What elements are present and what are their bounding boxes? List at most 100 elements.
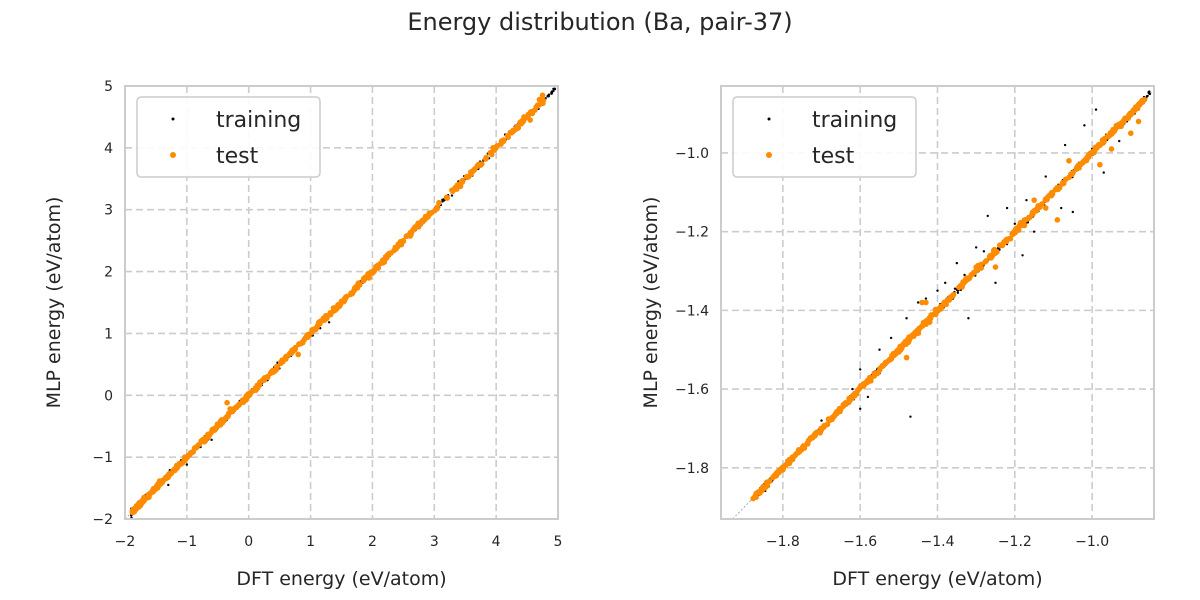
data-point-test — [1031, 197, 1037, 203]
data-point-training — [916, 301, 920, 304]
legend-label-training: training — [216, 108, 301, 133]
data-point-training — [550, 90, 554, 93]
y-tick-label: 4 — [104, 141, 113, 157]
data-point-test — [1116, 122, 1123, 129]
x-tick-label: 2 — [368, 534, 377, 550]
y-tick-label: −1 — [92, 450, 113, 466]
data-point-test — [313, 325, 320, 332]
data-point-test — [916, 326, 922, 332]
data-point-training — [994, 281, 997, 285]
series-test — [129, 92, 547, 516]
data-point-training — [858, 407, 862, 410]
data-point-test — [857, 383, 864, 389]
data-point-test — [443, 194, 450, 201]
data-point-test — [261, 377, 268, 383]
data-point-test — [131, 507, 138, 514]
data-point-test — [775, 467, 782, 474]
x-tick-label: −1 — [177, 534, 198, 550]
legend-label-test: test — [812, 144, 855, 169]
data-point-test — [758, 488, 765, 494]
data-point-training — [450, 194, 454, 197]
y-axis-label: MLP energy (eV/atom) — [43, 197, 65, 409]
legend: training test — [136, 96, 321, 178]
data-point-test — [1100, 140, 1106, 146]
data-point-test — [888, 355, 895, 362]
figure-title: Energy distribution (Ba, pair-37) — [407, 8, 793, 36]
data-point-test — [1042, 205, 1049, 211]
data-point-test — [224, 399, 230, 406]
data-point-test — [780, 464, 786, 470]
data-point-training — [936, 289, 939, 292]
data-point-test — [851, 393, 857, 399]
data-point-training — [1044, 175, 1047, 178]
legend-box — [732, 96, 917, 178]
data-point-test — [415, 222, 421, 229]
data-point-training — [858, 368, 862, 371]
data-point-test — [764, 482, 770, 489]
data-point-test — [159, 478, 165, 485]
data-point-test — [1012, 228, 1018, 235]
y-tick-label: 2 — [104, 265, 113, 281]
data-point-test — [533, 104, 540, 110]
data-point-training — [1060, 206, 1063, 210]
data-point-training — [851, 387, 854, 391]
data-point-test — [1134, 105, 1141, 112]
data-point-test — [436, 199, 442, 206]
data-point-test — [199, 438, 206, 444]
data-point-test — [383, 255, 390, 261]
legend-marker-training — [767, 117, 771, 121]
data-point-training — [1021, 254, 1024, 257]
data-point-training — [1025, 198, 1028, 202]
data-point-test — [392, 245, 399, 251]
y-tick-label: −1.8 — [675, 461, 709, 477]
data-point-test — [403, 233, 410, 240]
data-point-test — [256, 382, 262, 388]
y-axis-label: MLP energy (eV/atom) — [640, 197, 662, 409]
data-point-test — [205, 433, 212, 439]
data-point-test — [770, 474, 776, 481]
y-tick-label: −1.6 — [675, 382, 709, 398]
x-tick-label: −1.4 — [921, 534, 955, 550]
data-point-test — [419, 219, 425, 225]
data-point-training — [1071, 210, 1075, 214]
data-point-training — [909, 415, 912, 418]
data-point-test — [1105, 133, 1111, 140]
data-point-test — [513, 126, 519, 132]
data-point-test — [814, 429, 820, 435]
data-point-training — [550, 92, 553, 95]
data-point-test — [193, 445, 199, 451]
y-tick-label: 1 — [104, 326, 113, 342]
data-point-training — [210, 438, 213, 442]
data-point-test — [801, 445, 808, 451]
data-point-test — [239, 397, 246, 404]
data-point-training — [963, 273, 966, 277]
data-point-test — [1110, 128, 1116, 135]
data-point-test — [400, 238, 407, 245]
data-point-test — [1066, 157, 1072, 164]
subplot-2: −1.8 −1.6 −1.4 −1.2 −1.0 −1.8 −1.6 −1.4 −1.2 −1.0… — [640, 85, 1155, 590]
data-point-test — [187, 451, 193, 458]
data-point-test — [279, 359, 286, 365]
y-tick-label: −1.0 — [675, 146, 709, 162]
data-point-test — [911, 333, 917, 339]
data-point-test — [164, 473, 171, 479]
data-point-test — [1025, 215, 1032, 222]
data-point-test — [463, 174, 470, 180]
x-tick-label: 1 — [306, 534, 315, 550]
legend-label-training: training — [812, 108, 897, 133]
data-point-test — [818, 425, 824, 432]
data-point-test — [1059, 180, 1066, 187]
data-point-test — [795, 447, 802, 453]
data-point-training — [953, 287, 957, 290]
data-point-test — [1054, 217, 1061, 223]
data-point-test — [282, 355, 289, 361]
data-point-test — [882, 360, 889, 366]
data-point-test — [1081, 157, 1088, 164]
data-point-test — [327, 311, 334, 318]
data-point-test — [525, 112, 532, 119]
x-tick-label: 3 — [430, 534, 439, 550]
data-point-training — [167, 483, 170, 487]
data-point-test — [1069, 171, 1075, 178]
data-point-test — [450, 188, 456, 194]
data-point-test — [482, 156, 489, 162]
